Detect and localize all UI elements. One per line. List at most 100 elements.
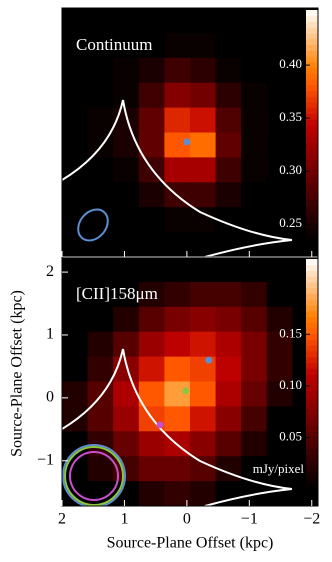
colorbar-label: mJy/pixel (253, 461, 305, 476)
colorbar-segment (306, 84, 318, 91)
y-tick-label: 2 (46, 263, 54, 280)
pixel (87, 207, 114, 233)
colorbar-segment (306, 379, 318, 386)
pixel (241, 132, 268, 158)
pixel (241, 157, 268, 183)
source-position (205, 356, 213, 364)
pixel (215, 306, 242, 333)
pixel (190, 8, 217, 34)
pixel (164, 82, 191, 109)
pixel (241, 257, 268, 283)
pixel (113, 232, 140, 258)
colorbar-segment (306, 171, 318, 178)
colorbar-segment (306, 205, 318, 212)
pixel (113, 182, 140, 208)
colorbar-segment (306, 299, 318, 306)
pixel (266, 331, 293, 358)
pixel (62, 257, 89, 283)
x-tick-label: −2 (303, 511, 320, 528)
pixel (190, 207, 217, 233)
pixel (241, 406, 268, 432)
pixel (164, 456, 191, 482)
panel-title: Continuum (76, 35, 153, 54)
caustic (204, 488, 293, 506)
colorbar-tick-label: 0.35 (279, 109, 302, 124)
pixel (87, 356, 114, 382)
pixel (190, 82, 217, 109)
pixel (138, 381, 165, 407)
pixel (190, 481, 217, 507)
pixel (113, 331, 140, 358)
colorbar-segment (306, 199, 318, 206)
y-tick-label: 1 (46, 326, 54, 343)
pixel (215, 8, 242, 34)
colorbar-segment (306, 176, 318, 183)
beam (69, 451, 119, 501)
pixel (266, 456, 293, 482)
pixel (87, 107, 114, 133)
pixel (190, 306, 217, 333)
colorbar-segment (306, 27, 318, 34)
pixel (62, 32, 89, 59)
pixel (241, 32, 268, 59)
pixel (87, 182, 114, 208)
pixel (138, 107, 165, 133)
colorbar-segment (306, 182, 318, 189)
colorbar-tick-label: 0.40 (279, 56, 302, 71)
pixel (241, 281, 268, 308)
pixel (113, 82, 140, 109)
pixel (190, 232, 217, 258)
pixel (138, 207, 165, 233)
colorbar-segment (306, 56, 318, 63)
pixel (266, 381, 293, 407)
y-axis-label: Source-Plane Offset (kpc) (9, 290, 26, 457)
colorbar-segment (306, 130, 318, 137)
pixel (113, 32, 140, 59)
pixel (190, 331, 217, 358)
colorbar-segment (306, 397, 318, 404)
pixel (241, 57, 268, 84)
colorbar-segment (306, 391, 318, 398)
colorbar-segment (306, 425, 318, 432)
colorbar-tick-label: 0.30 (279, 162, 302, 177)
pixel (62, 306, 89, 333)
caustics-bottom (62, 348, 293, 506)
pixel (215, 281, 242, 308)
x-axis-label: Source-Plane Offset (kpc) (107, 535, 274, 552)
colorbar-segment (306, 67, 318, 74)
pixel (164, 306, 191, 333)
colorbar-segment (306, 477, 318, 484)
colorbar-tick-label: 0.10 (279, 377, 302, 392)
pixel (113, 431, 140, 457)
pixel (138, 8, 165, 34)
pixel (215, 331, 242, 358)
pixel (87, 57, 114, 84)
pixel (266, 257, 293, 283)
pixel (241, 381, 268, 407)
pixel (87, 8, 114, 34)
pixel (241, 107, 268, 133)
pixel (215, 32, 242, 59)
colorbar-segment (306, 21, 318, 28)
pixel (87, 281, 114, 308)
pixel (62, 82, 89, 109)
pixel (190, 182, 217, 208)
pixel (190, 456, 217, 482)
pixel (164, 32, 191, 59)
pixel (164, 57, 191, 84)
colorbar-segment (306, 50, 318, 57)
colorbar-segment (306, 90, 318, 97)
source-position (182, 387, 190, 395)
colorbar-segment (306, 107, 318, 114)
pixel (266, 57, 293, 84)
colorbar-segment (306, 44, 318, 51)
colorbar-segment (306, 125, 318, 132)
pixel (164, 107, 191, 133)
colorbar-segment (306, 79, 318, 86)
pixel (241, 8, 268, 34)
pixel (266, 431, 293, 457)
colorbar-segment (306, 437, 318, 444)
colorbar-segment (306, 305, 318, 312)
plot-layer (62, 8, 319, 507)
